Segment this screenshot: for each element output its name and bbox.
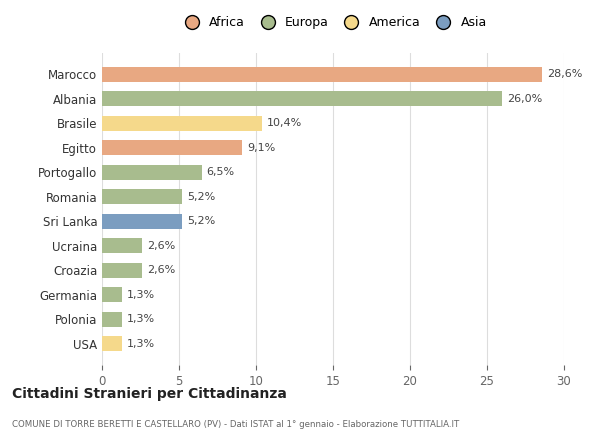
Bar [102,116,262,131]
Text: 1,3%: 1,3% [127,290,155,300]
Bar [102,67,542,82]
Text: 9,1%: 9,1% [247,143,275,153]
Bar [102,287,122,302]
Text: 1,3%: 1,3% [127,314,155,324]
Bar [102,92,502,106]
Text: 10,4%: 10,4% [267,118,302,128]
Bar [102,189,182,204]
Bar [102,140,242,155]
Text: 26,0%: 26,0% [507,94,542,104]
Text: COMUNE DI TORRE BERETTI E CASTELLARO (PV) - Dati ISTAT al 1° gennaio - Elaborazi: COMUNE DI TORRE BERETTI E CASTELLARO (PV… [12,420,459,429]
Bar [102,238,142,253]
Text: 2,6%: 2,6% [146,265,175,275]
Bar [102,312,122,326]
Text: 28,6%: 28,6% [547,70,583,79]
Bar [102,165,202,180]
Bar [102,214,182,229]
Text: 6,5%: 6,5% [207,167,235,177]
Text: 1,3%: 1,3% [127,339,155,348]
Bar [102,263,142,278]
Text: 5,2%: 5,2% [187,216,215,226]
Legend: Africa, Europa, America, Asia: Africa, Europa, America, Asia [175,12,491,33]
Text: 2,6%: 2,6% [146,241,175,251]
Text: Cittadini Stranieri per Cittadinanza: Cittadini Stranieri per Cittadinanza [12,387,287,401]
Bar [102,336,122,351]
Text: 5,2%: 5,2% [187,192,215,202]
